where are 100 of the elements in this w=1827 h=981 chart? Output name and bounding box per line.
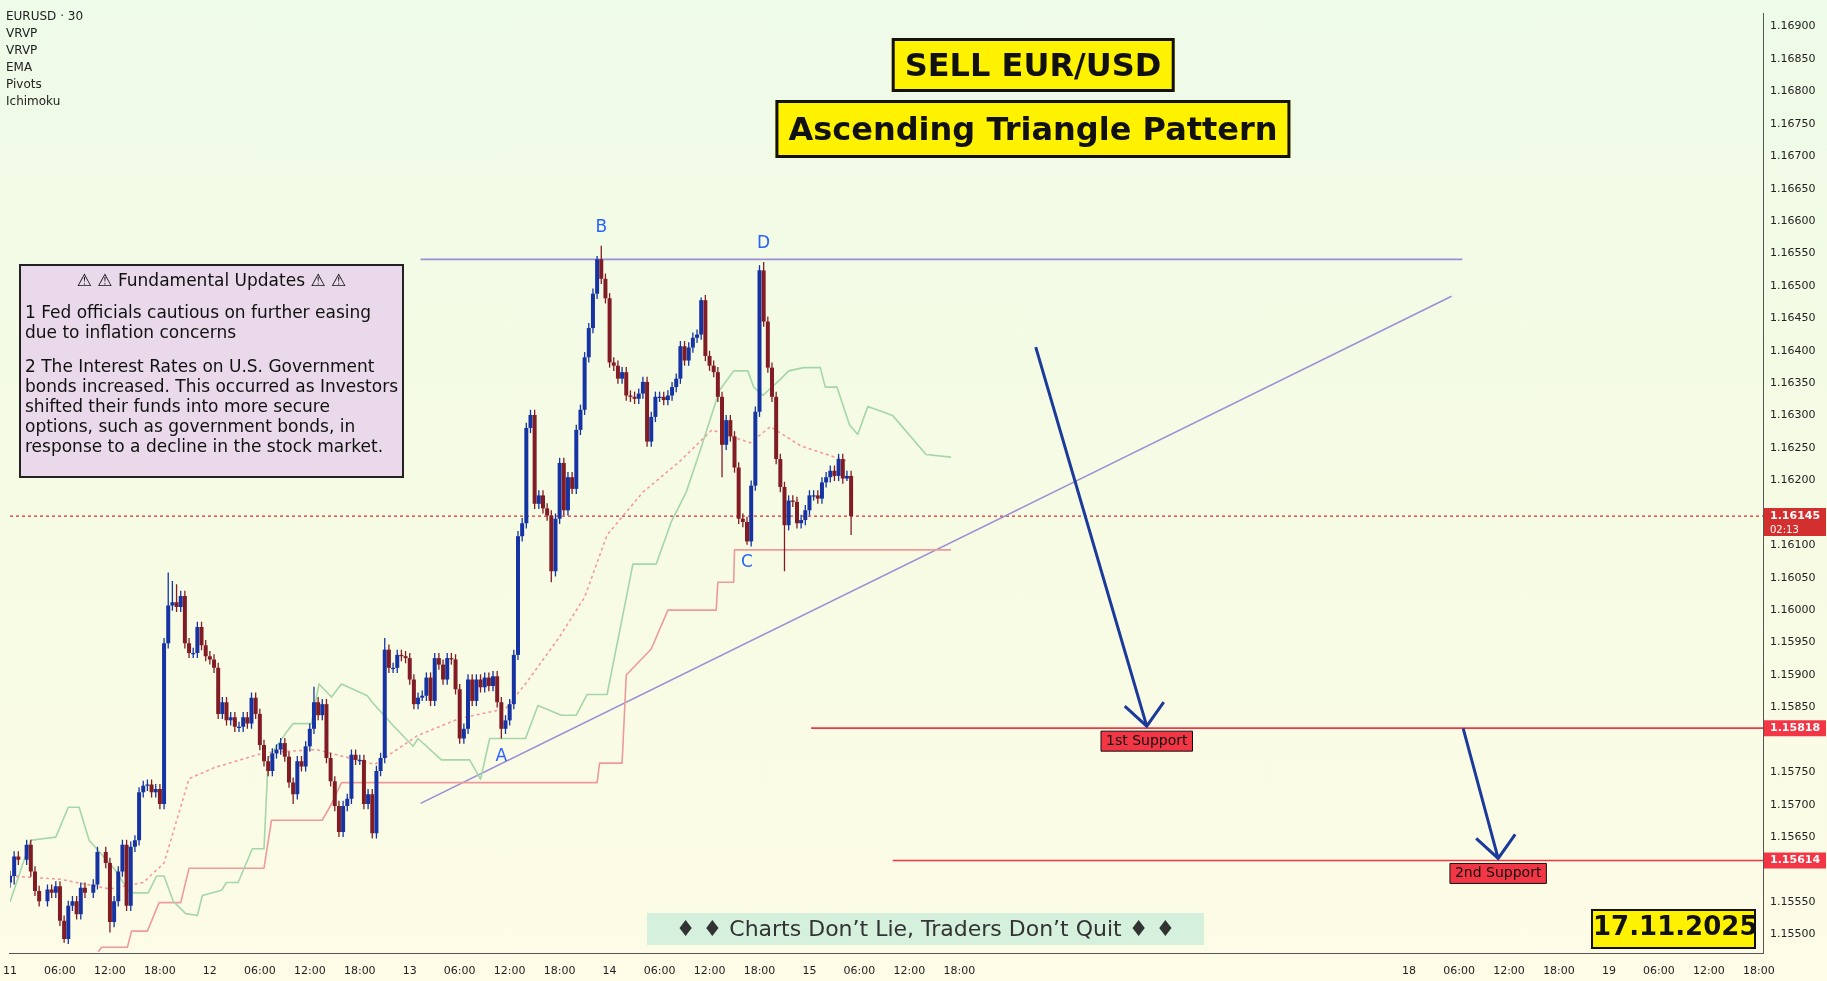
y-tick-label: 1.15550 xyxy=(1770,894,1816,908)
y-tick-label: 1.16600 xyxy=(1770,213,1816,227)
candlestick xyxy=(74,895,79,921)
x-tick-label: 18:00 xyxy=(144,964,176,978)
y-tick-label: 1.16000 xyxy=(1770,603,1816,616)
x-tick-label: 06:00 xyxy=(44,964,76,978)
candlestick xyxy=(745,516,750,546)
y-tick-label: 1.16700 xyxy=(1770,149,1816,163)
candlestick xyxy=(728,414,733,443)
y-tick-label: 1.15850 xyxy=(1770,700,1816,714)
annotation: VRVP xyxy=(6,25,39,42)
x-tick-label: 12:00 xyxy=(1693,964,1725,978)
candlestick xyxy=(799,514,804,530)
y-tick-label: 1.15900 xyxy=(1770,667,1816,681)
x-tick-label: 18:00 xyxy=(943,964,976,978)
candlestick xyxy=(836,453,841,482)
annotation: VRVP xyxy=(6,42,39,59)
candlestick xyxy=(536,489,541,510)
x-tick-label: 06:00 xyxy=(843,964,876,978)
y-tick-label: 1.16550 xyxy=(1770,246,1816,260)
x-tick-label: 18:00 xyxy=(743,964,776,978)
y-tick-label: 1.16450 xyxy=(1770,311,1816,325)
x-tick-label: 12 xyxy=(202,964,217,978)
x-tick-label: 18:00 xyxy=(1742,964,1775,978)
annotation: 2nd Support xyxy=(1454,864,1542,881)
candlestick xyxy=(486,671,491,692)
y-tick-label: 1.16800 xyxy=(1770,84,1816,98)
x-tick-label: 13 xyxy=(402,964,417,978)
candlestick xyxy=(624,366,629,402)
annotation: B xyxy=(595,216,608,237)
y-tick-label: 1.15650 xyxy=(1770,829,1816,843)
x-tick-label: 18:00 xyxy=(1543,964,1575,978)
x-tick-label: 12:00 xyxy=(893,964,926,978)
annotation: ⚠ ⚠ Fundamental Updates ⚠ ⚠ xyxy=(75,270,348,290)
y-tick-label: 1.16900 xyxy=(1770,19,1816,33)
annotation: EURUSD · 30 xyxy=(6,8,84,25)
data-label: 1.15614 xyxy=(1770,853,1821,867)
y-tick-label: 1.15750 xyxy=(1770,765,1816,779)
y-tick-label: 1.16850 xyxy=(1770,51,1816,65)
y-tick-label: 1.16250 xyxy=(1770,440,1816,454)
candlestick xyxy=(224,696,229,727)
annotation: Ichimoku xyxy=(6,93,62,110)
y-tick-label: 1.16500 xyxy=(1770,278,1816,292)
x-tick-label: 19 xyxy=(1601,964,1616,978)
candlestick xyxy=(615,359,620,385)
ref-line-label: 1.16145 xyxy=(1770,508,1821,522)
candlestick xyxy=(424,671,429,702)
candlestick xyxy=(45,883,50,908)
y-tick-label: 1.15950 xyxy=(1770,635,1816,649)
candlestick xyxy=(270,747,275,777)
y-tick-label: 1.16100 xyxy=(1770,538,1816,552)
y-tick-label: 1.16400 xyxy=(1770,343,1816,357)
x-tick-label: 06:00 xyxy=(243,964,276,978)
x-tick-label: 11 xyxy=(3,964,17,978)
candlestick xyxy=(174,583,179,613)
annotation: C xyxy=(741,551,753,572)
candlestick xyxy=(24,839,29,866)
text: 02:13 xyxy=(1770,523,1799,535)
candlestick xyxy=(220,696,225,720)
x-tick-label: 18 xyxy=(1402,964,1417,978)
candlestick xyxy=(320,698,325,722)
x-tick-label: 14 xyxy=(602,964,617,978)
y-tick-label: 1.16750 xyxy=(1770,116,1816,130)
x-tick-label: 12:00 xyxy=(94,964,126,978)
candlestick xyxy=(478,673,483,694)
candlestick xyxy=(386,643,391,674)
y-tick-label: 1.16350 xyxy=(1770,376,1816,390)
annotation: D xyxy=(757,232,771,253)
text: SELL EUR/USD xyxy=(891,38,1175,92)
candlestick xyxy=(670,381,675,402)
x-tick-label: 18:00 xyxy=(543,964,576,978)
candlestick xyxy=(570,471,575,495)
x-tick-label: 06:00 xyxy=(643,964,676,978)
candlestick xyxy=(82,881,87,899)
annotation: 17.11.2025 xyxy=(1591,909,1758,949)
annotation: 2 The Interest Rates on U.S. Government bonds increased. This occurred as Investors shifted their funds into more secure options, such as government bonds, in response to a decline in the stock market. xyxy=(25,356,398,456)
y-tick-label: 1.15500 xyxy=(1770,927,1816,941)
annotation: A xyxy=(495,744,508,765)
candlestick xyxy=(395,649,400,674)
candlestick xyxy=(840,453,845,485)
candlestick xyxy=(366,788,371,810)
x-tick-label: 15 xyxy=(802,964,817,978)
annotation: 1 Fed officials cautious on further easing due to inflation concerns xyxy=(25,302,373,342)
annotation: ♦ ♦ Charts Don’t Lie, Traders Don’t Quit ♦ ♦ xyxy=(647,913,1204,945)
candlestick xyxy=(428,671,433,707)
candlestick xyxy=(178,590,183,613)
y-tick-label: 1.16200 xyxy=(1770,473,1816,487)
y-tick-label: 1.16650 xyxy=(1770,181,1816,195)
data-label: 1.15818 xyxy=(1770,721,1821,735)
y-tick-label: 1.16050 xyxy=(1770,570,1816,584)
candlestick xyxy=(844,470,849,482)
y-tick-label: 1.15700 xyxy=(1770,797,1816,811)
x-tick-label: 06:00 xyxy=(1643,964,1675,978)
x-tick-label: 12:00 xyxy=(493,964,526,978)
candlestick xyxy=(620,366,625,385)
x-tick-label: 12:00 xyxy=(1493,964,1525,978)
text: Ascending Triangle Pattern xyxy=(775,100,1291,158)
annotation: EMA xyxy=(6,59,34,76)
candlestick xyxy=(149,778,154,799)
y-tick-label: 1.16300 xyxy=(1770,408,1816,422)
